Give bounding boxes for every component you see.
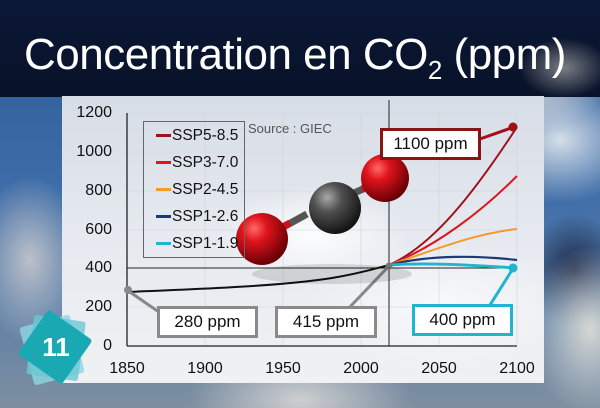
y-tick-400: 400 xyxy=(85,259,112,276)
title-band: Concentration en CO2 (ppm) xyxy=(0,0,600,100)
callout-280-ppm: 280 ppm xyxy=(157,306,258,338)
slide-number: 11 xyxy=(42,332,70,362)
slide-number-badge: 11 xyxy=(17,309,93,386)
legend-swatch xyxy=(156,215,171,218)
x-tick-1900: 1900 xyxy=(187,360,223,377)
ssp370-series xyxy=(388,175,518,266)
legend-item-ssp119: SSP1-1.9 xyxy=(144,230,244,257)
historical-series xyxy=(126,264,390,293)
legend-swatch xyxy=(156,161,171,164)
y-tick-800: 800 xyxy=(85,182,112,199)
source-label: Source : GIEC xyxy=(248,121,332,136)
legend-item-ssp245: SSP2-4.5 xyxy=(144,176,244,203)
co2-line-chart xyxy=(124,100,518,347)
y-tick-0: 0 xyxy=(103,337,112,354)
connector-1100 xyxy=(476,125,515,142)
slide-title: Concentration en CO2 (ppm) xyxy=(24,30,566,85)
callout-415-ppm: 415 ppm xyxy=(275,306,377,338)
ssp126-series xyxy=(388,255,518,267)
legend-swatch xyxy=(156,242,171,245)
legend-swatch xyxy=(156,134,171,137)
legend-item-ssp370: SSP3-7.0 xyxy=(144,149,244,176)
y-tick-1200: 1200 xyxy=(76,104,112,121)
callout-400-ppm: 400 ppm xyxy=(412,304,513,336)
connector-415 xyxy=(345,264,391,312)
legend-item-ssp585: SSP5-8.5 xyxy=(144,122,244,149)
x-tick-1950: 1950 xyxy=(265,360,301,377)
legend-item-ssp126: SSP1-2.6 xyxy=(144,203,244,230)
connector-400 xyxy=(488,266,516,306)
ssp585-series xyxy=(388,126,518,266)
chart-panel: 1200 1000 800 600 400 200 0 1850 1900 19… xyxy=(62,96,544,383)
x-tick-1850: 1850 xyxy=(109,360,145,377)
legend-swatch xyxy=(156,188,171,191)
y-tick-1000: 1000 xyxy=(76,143,112,160)
x-tick-2000: 2000 xyxy=(343,360,379,377)
x-tick-2050: 2050 xyxy=(421,360,457,377)
x-tick-2100: 2100 xyxy=(499,360,535,377)
ssp119-series xyxy=(388,262,518,270)
ssp245-series xyxy=(388,228,518,266)
y-tick-600: 600 xyxy=(85,221,112,238)
cloud-decoration xyxy=(480,20,600,100)
chart-legend: SSP5-8.5 SSP3-7.0 SSP2-4.5 SSP1-2.6 SSP1… xyxy=(143,121,245,258)
co2-molecule-illustration xyxy=(236,154,412,284)
y-tick-200: 200 xyxy=(85,298,112,315)
callout-1100-ppm: 1100 ppm xyxy=(380,128,481,160)
